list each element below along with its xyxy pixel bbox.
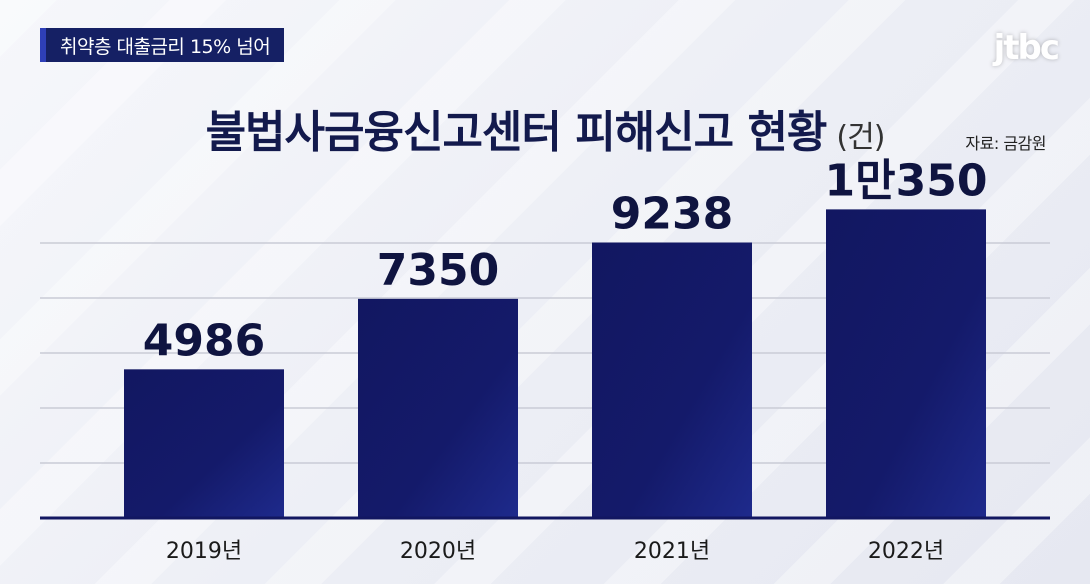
data-label-1: 4986 (143, 315, 265, 366)
x-tick-label-4: 2022년 (868, 539, 944, 564)
data-labels: 4986 7350 9238 1만350 (143, 155, 988, 366)
bar-1 (124, 369, 284, 518)
bar-4 (826, 209, 986, 518)
x-tick-label-3: 2021년 (634, 539, 710, 564)
data-label-3: 9238 (611, 189, 733, 240)
chart-title: 불법사금융신고센터 피해신고 현황 (건) (0, 96, 1090, 160)
x-tick-label-2: 2020년 (400, 539, 476, 564)
data-label-4: 1만350 (825, 155, 988, 206)
data-source: 자료: 금감원 (965, 134, 1046, 153)
x-tick-labels: 2019년 2020년 2021년 2022년 (166, 539, 944, 564)
chart-title-text: 불법사금융신고센터 피해신고 현황 (205, 107, 828, 158)
data-label-2: 7350 (377, 245, 499, 296)
bar-3 (592, 242, 752, 518)
bars (124, 209, 986, 518)
topic-badge: 취약층 대출금리 15% 넘어 (40, 28, 285, 62)
bar-2 (358, 298, 518, 518)
chart-unit: (건) (836, 120, 885, 155)
broadcaster-logo: jtbc (993, 28, 1060, 68)
x-tick-label-1: 2019년 (166, 539, 242, 564)
